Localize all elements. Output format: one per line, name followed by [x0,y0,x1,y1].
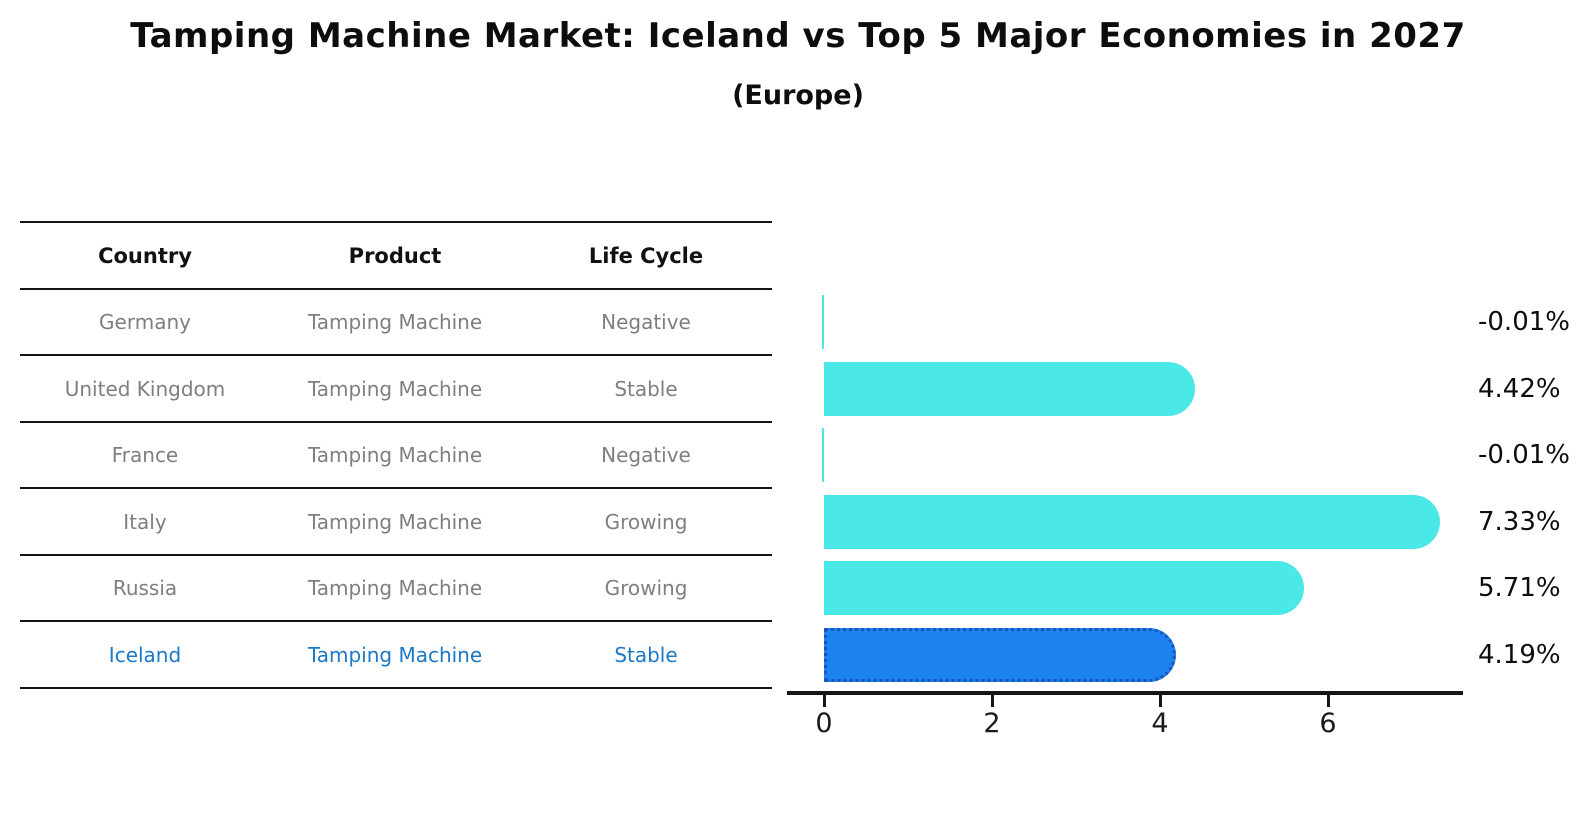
x-axis-tick [991,695,994,707]
value-label-iceland: 4.19% [1478,639,1561,670]
cell-product: Tamping Machine [307,310,483,334]
cell-product: Tamping Machine [307,376,483,401]
bar-united-kingdom [824,361,1195,416]
cell-country: United Kingdom [64,376,226,401]
page-subtitle: (Europe) [732,80,864,111]
cell-product: Tamping Machine [307,642,483,667]
bar-italy [824,494,1440,549]
value-label-united-kingdom: 4.42% [1478,373,1561,404]
table-rule [20,421,772,423]
table-row-germany: Germany Tamping Machine Negative [20,290,772,354]
table-rule [20,554,772,556]
table-rule [20,620,772,622]
table-row-france: France Tamping Machine Negative [20,423,772,487]
table-rule [20,687,772,689]
table-header-row: Country Product Life Cycle [20,223,772,288]
x-axis-line [787,691,1463,695]
cell-country: Iceland [108,642,182,667]
table-row-russia: Russia Tamping Machine Growing [20,556,772,620]
cell-product: Tamping Machine [307,576,483,600]
column-header-product: Product [348,243,442,268]
cell-lifecycle: Stable [614,642,678,667]
x-axis-tick-label: 0 [815,708,833,739]
x-axis-tick-label: 4 [1151,708,1169,739]
column-header-country: Country [98,243,192,268]
x-axis-tick-label: 6 [1319,708,1337,739]
cell-lifecycle: Stable [614,376,678,401]
table-rule [20,221,772,223]
x-axis-tick [823,695,826,707]
table-rule [20,288,772,290]
bar-iceland [824,627,1176,682]
page-title: Tamping Machine Market: Iceland vs Top 5… [130,16,1466,56]
value-label-russia: 5.71% [1478,573,1561,603]
cell-lifecycle: Growing [604,509,688,534]
cell-country: France [111,443,179,467]
table-row-iceland: Iceland Tamping Machine Stable [20,622,772,687]
cell-lifecycle: Growing [604,576,688,600]
cell-product: Tamping Machine [307,509,483,534]
value-label-germany: -0.01% [1478,307,1570,337]
cell-product: Tamping Machine [307,443,483,467]
cell-country: Germany [99,310,191,334]
table-row-italy: Italy Tamping Machine Growing [20,489,772,554]
x-axis-tick-label: 2 [983,708,1001,739]
cell-country: Russia [112,576,178,600]
table-rule [20,487,772,489]
x-axis-tick [1327,695,1330,707]
bar-germany [822,295,824,349]
cell-country: Italy [123,509,167,534]
cell-lifecycle: Negative [601,310,691,334]
cell-lifecycle: Negative [601,443,691,467]
bar-france [822,428,824,482]
value-label-italy: 7.33% [1478,506,1561,537]
bar-russia [824,561,1304,615]
table-rule [20,354,772,356]
column-header-lifecycle: Life Cycle [588,243,704,268]
table-row-united-kingdom: United Kingdom Tamping Machine Stable [20,356,772,421]
value-label-france: -0.01% [1478,440,1570,470]
x-axis-tick [1159,695,1162,707]
